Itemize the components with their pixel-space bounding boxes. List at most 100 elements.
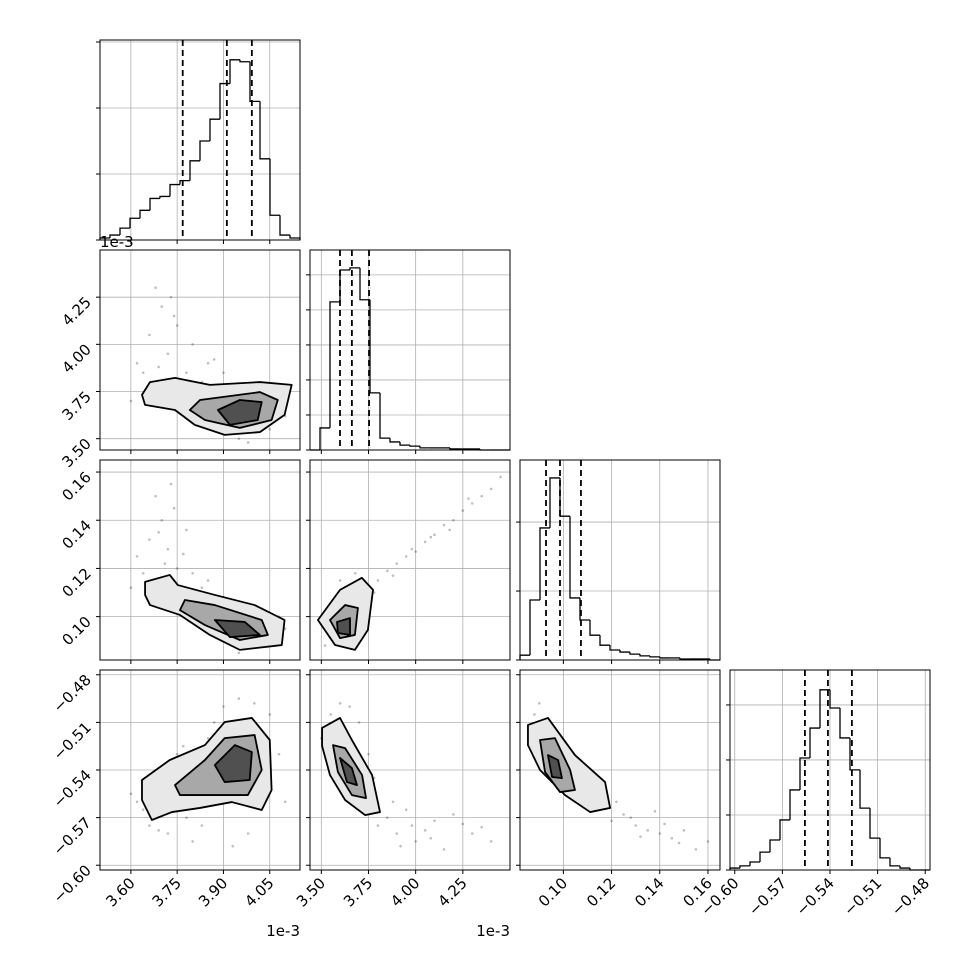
- sample-point: [169, 295, 173, 299]
- x-tick-label: −0.57: [745, 874, 790, 919]
- sample-point: [338, 579, 342, 582]
- histogram-bin: [109, 234, 120, 239]
- histogram-bin: [209, 118, 220, 141]
- sample-point: [175, 752, 179, 756]
- sample-point: [442, 848, 446, 851]
- x-tick-label: −0.48: [888, 874, 933, 919]
- histogram-bin: [119, 227, 130, 236]
- sample-point: [200, 824, 204, 827]
- sample-point: [169, 482, 173, 486]
- sample-point: [433, 819, 436, 823]
- sample-point: [323, 644, 327, 647]
- x-offset-label: 1e-3: [476, 922, 510, 940]
- histogram-bin: [739, 865, 750, 869]
- sample-point: [442, 523, 446, 527]
- sample-point: [353, 571, 357, 575]
- sample-point: [404, 808, 408, 811]
- histogram-bin: [609, 645, 620, 651]
- sample-point: [410, 547, 414, 551]
- histogram-bin: [159, 195, 170, 199]
- sample-point: [175, 324, 179, 327]
- histogram-bin: [189, 160, 200, 181]
- scatter-group: [323, 475, 502, 647]
- sample-point: [448, 528, 451, 532]
- sample-point: [467, 497, 470, 500]
- x-tick-label: 4.05: [241, 874, 277, 910]
- sample-point: [160, 305, 164, 308]
- sample-point: [129, 792, 133, 796]
- histogram-bin: [139, 209, 150, 219]
- panel-frame: [99, 669, 301, 871]
- sample-point: [129, 399, 133, 403]
- sample-point: [634, 824, 637, 827]
- y-tick-label: −0.54: [50, 766, 95, 811]
- panel-frame: [729, 669, 931, 871]
- sample-point: [163, 562, 167, 565]
- sample-point: [653, 809, 657, 813]
- histogram-bin: [179, 179, 190, 185]
- sample-point: [135, 361, 139, 365]
- sample-point: [246, 832, 250, 835]
- y-tick-label: −0.60: [50, 861, 95, 906]
- sample-point: [191, 571, 194, 575]
- sample-point: [148, 333, 151, 337]
- sample-point: [160, 518, 164, 522]
- x-tick-label: −0.54: [793, 874, 838, 919]
- contour: [213, 619, 261, 639]
- sample-point: [470, 502, 474, 505]
- sample-point: [395, 832, 399, 835]
- histogram-bin: [679, 657, 690, 660]
- sample-point: [629, 816, 633, 819]
- sample-point: [148, 538, 151, 541]
- sample-point: [395, 562, 399, 565]
- sample-point: [386, 816, 389, 819]
- histogram-bin: [639, 654, 650, 657]
- histogram-bin: [629, 652, 640, 655]
- y-tick-label: 4.25: [58, 293, 94, 329]
- sample-point: [185, 816, 188, 819]
- sample-point: [489, 840, 493, 843]
- sample-point: [461, 822, 465, 826]
- sample-point: [206, 361, 210, 365]
- contour: [217, 399, 263, 426]
- histogram-bin: [869, 808, 880, 839]
- sample-point: [237, 697, 241, 700]
- sample-point: [682, 829, 686, 832]
- contour: [336, 617, 351, 636]
- histogram-bin: [879, 838, 890, 859]
- histogram-bin: [379, 392, 390, 439]
- x-tick-label: 4.00: [387, 874, 423, 910]
- histogram-bin: [349, 267, 360, 270]
- x-tick-label: 3.60: [102, 874, 138, 910]
- sample-point: [222, 371, 225, 374]
- y-tick-label: 0.14: [58, 516, 94, 552]
- histogram-bin: [219, 82, 230, 120]
- histogram-bin: [829, 689, 840, 709]
- histogram-bin: [539, 527, 550, 600]
- histogram-bin: [269, 158, 280, 216]
- histogram-bin: [259, 101, 270, 160]
- sample-point: [646, 829, 650, 832]
- sample-point: [706, 840, 710, 843]
- x-tick-label: 4.25: [434, 874, 470, 910]
- sample-point: [268, 427, 272, 431]
- y-tick-label: 3.50: [58, 435, 94, 471]
- sample-point: [357, 721, 361, 724]
- histogram-bin: [859, 769, 870, 809]
- sample-point: [367, 752, 370, 756]
- sample-point: [166, 547, 170, 551]
- sample-point: [499, 475, 502, 479]
- y-offset-label: 1e-3: [100, 233, 134, 251]
- x-tick-label: 0.14: [631, 874, 667, 910]
- histogram-bin: [319, 427, 330, 450]
- x-tick-label: 3.75: [149, 874, 185, 910]
- y-tick-label: 4.00: [58, 340, 94, 376]
- histogram-bin: [559, 477, 570, 517]
- sample-point: [639, 835, 642, 838]
- sample-point: [480, 825, 483, 829]
- sample-point: [658, 832, 662, 835]
- histogram-bin: [519, 654, 530, 660]
- histogram-bin: [279, 215, 290, 236]
- histogram-bin: [529, 599, 540, 656]
- histogram-bin: [369, 299, 380, 394]
